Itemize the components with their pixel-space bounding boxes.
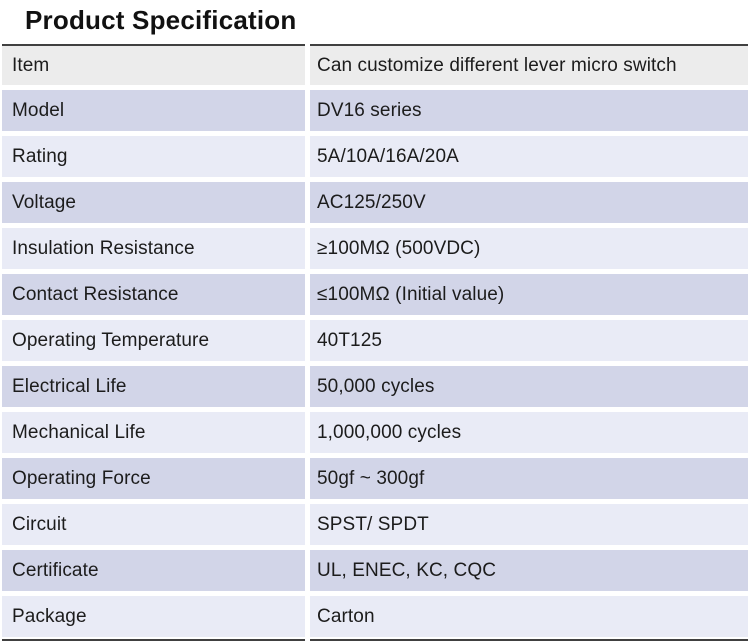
spec-row-value-circuit: SPST/ SPDT	[310, 504, 748, 545]
spec-row-label-voltage: Voltage	[2, 182, 305, 223]
spec-row-label-insulation-resistance: Insulation Resistance	[2, 228, 305, 269]
spec-row-label-mechanical-life: Mechanical Life	[2, 412, 305, 453]
spec-row-value-voltage: AC125/250V	[310, 182, 748, 223]
spec-row-label-rating: Rating	[2, 136, 305, 177]
page-title: Product Specification	[25, 5, 297, 35]
spec-row-value-operating-temperature: 40T125	[310, 320, 748, 361]
spec-row-label-operating-temperature: Operating Temperature	[2, 320, 305, 361]
spec-row-value-contact-resistance: ≤100MΩ (Initial value)	[310, 274, 748, 315]
spec-row-label-circuit: Circuit	[2, 504, 305, 545]
spec-row-value-model: DV16 series	[310, 90, 748, 131]
spec-row-value-operating-force: 50gf ~ 300gf	[310, 458, 748, 499]
spec-row-label-contact-resistance: Contact Resistance	[2, 274, 305, 315]
spec-row-value-rating: 5A/10A/16A/20A	[310, 136, 748, 177]
spec-row-value-electrical-life: 50,000 cycles	[310, 366, 748, 407]
spec-row-value-certificate: UL, ENEC, KC, CQC	[310, 550, 748, 591]
spec-row-value-item: Can customize different lever micro swit…	[310, 44, 748, 85]
specification-table: Item Can customize different lever micro …	[2, 44, 748, 637]
spec-row-label-operating-force: Operating Force	[2, 458, 305, 499]
spec-row-value-insulation-resistance: ≥100MΩ (500VDC)	[310, 228, 748, 269]
spec-row-label-certificate: Certificate	[2, 550, 305, 591]
bottom-rule-left-segment	[2, 639, 305, 641]
spec-row-label-model: Model	[2, 90, 305, 131]
spec-row-value-package: Carton	[310, 596, 748, 637]
spec-row-label-electrical-life: Electrical Life	[2, 366, 305, 407]
spec-row-label-item: Item	[2, 44, 305, 85]
spec-row-label-package: Package	[2, 596, 305, 637]
table-bottom-rule	[2, 639, 748, 641]
bottom-rule-right-segment	[310, 639, 748, 641]
spec-row-value-mechanical-life: 1,000,000 cycles	[310, 412, 748, 453]
